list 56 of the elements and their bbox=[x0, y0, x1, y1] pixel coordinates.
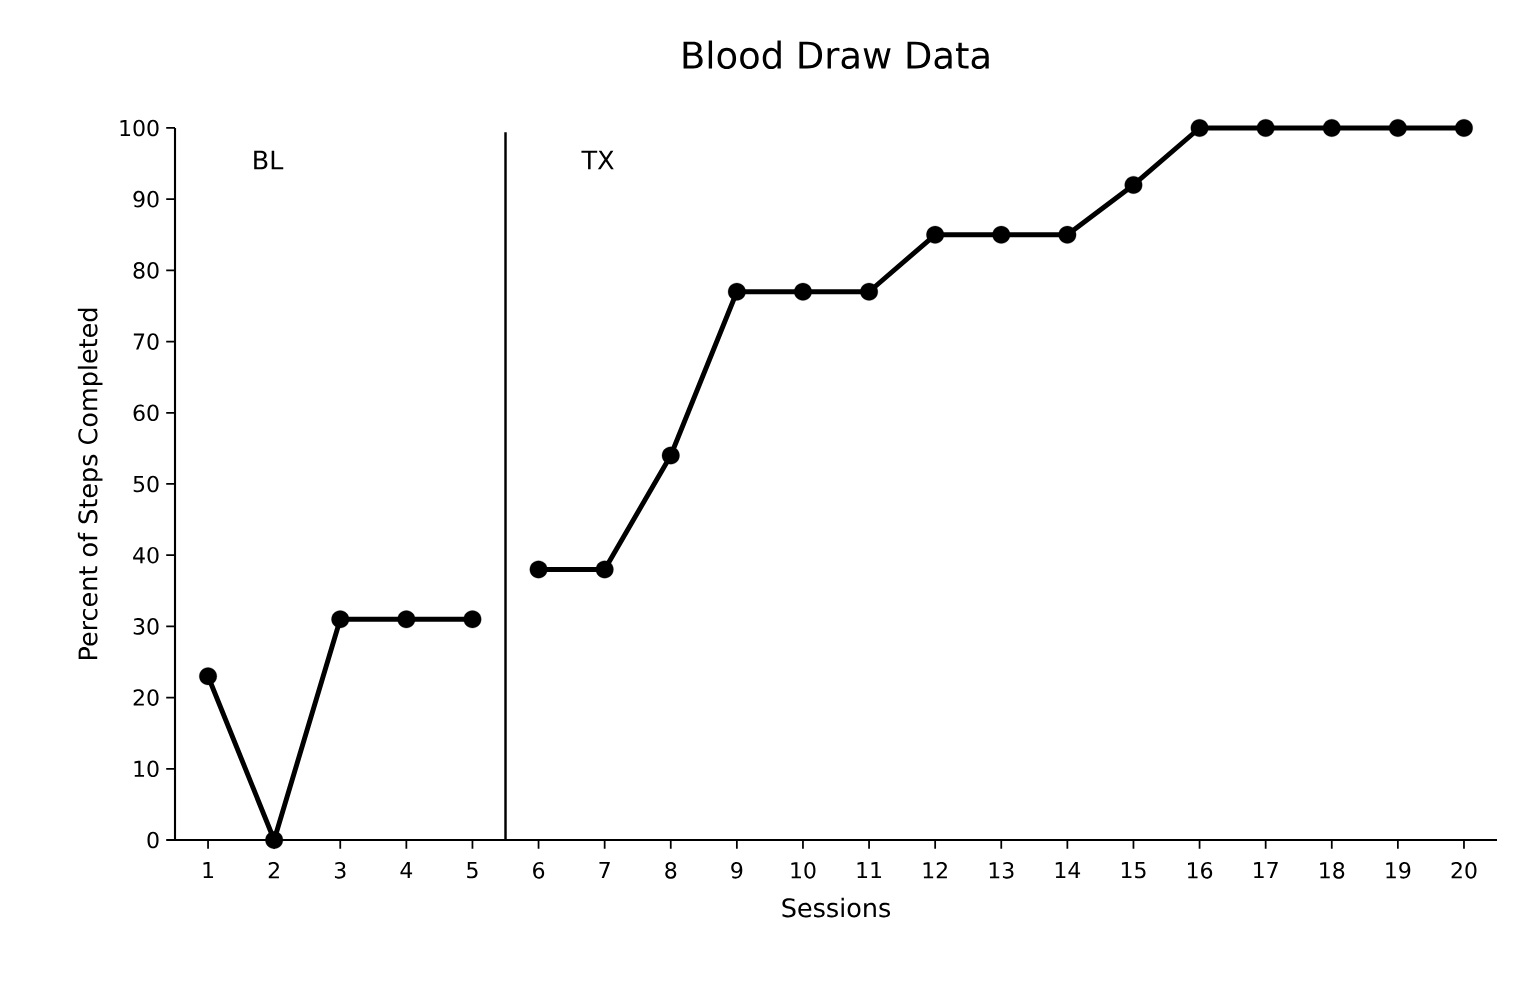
point bbox=[1124, 176, 1143, 194]
x-tick-label: 19 bbox=[1386, 862, 1411, 879]
x-tick-label: 8 bbox=[665, 862, 677, 879]
point bbox=[926, 225, 945, 244]
y-tick-label: 30 bbox=[133, 618, 159, 635]
point bbox=[727, 282, 746, 301]
y-axis-title: Percent of Steps Completed bbox=[77, 308, 103, 659]
point bbox=[397, 610, 416, 629]
y-tick-label: 80 bbox=[133, 262, 159, 279]
y-tick-label: 70 bbox=[133, 333, 159, 350]
annotation: BL bbox=[254, 150, 284, 170]
point bbox=[1322, 119, 1341, 137]
x-tick-label: 5 bbox=[467, 862, 478, 879]
point bbox=[1455, 119, 1473, 137]
point bbox=[1058, 225, 1077, 244]
x-tick-label: 11 bbox=[857, 862, 882, 879]
chart-title: Blood Draw Data bbox=[683, 40, 989, 70]
point bbox=[199, 667, 217, 686]
point bbox=[331, 610, 350, 629]
x-tick-label: 12 bbox=[923, 862, 947, 879]
x-tick-label: 13 bbox=[989, 862, 1014, 879]
point bbox=[860, 282, 878, 301]
x-tick-label: 16 bbox=[1188, 862, 1213, 879]
point bbox=[1190, 119, 1209, 137]
point bbox=[1256, 119, 1275, 137]
x-axis-title: Sessions bbox=[782, 897, 891, 918]
point bbox=[992, 225, 1011, 244]
y-tick-label: 0 bbox=[147, 831, 159, 849]
point bbox=[794, 282, 812, 301]
x-tick-label: 9 bbox=[731, 862, 743, 879]
x-tick-label: 18 bbox=[1320, 862, 1345, 879]
point bbox=[529, 560, 548, 579]
y-tick-label: 60 bbox=[133, 404, 159, 422]
annotation: TX bbox=[581, 150, 614, 170]
x-tick-label: 4 bbox=[400, 862, 413, 879]
y-tick-label: 100 bbox=[120, 119, 159, 137]
x-tick-label: 3 bbox=[334, 862, 346, 879]
point bbox=[661, 446, 680, 465]
point bbox=[265, 831, 284, 849]
x-tick-label: 20 bbox=[1451, 862, 1477, 879]
x-tick-label: 6 bbox=[533, 862, 545, 879]
x-tick-label: 1 bbox=[203, 862, 214, 879]
x-tick-label: 7 bbox=[599, 862, 610, 879]
y-tick-label: 50 bbox=[133, 475, 159, 493]
point bbox=[1388, 119, 1407, 137]
x-tick-label: 17 bbox=[1254, 862, 1278, 879]
x-tick-label: 10 bbox=[791, 862, 816, 879]
x-tick-label: 14 bbox=[1055, 862, 1081, 879]
point bbox=[463, 610, 482, 629]
point bbox=[595, 560, 614, 579]
y-tick-label: 10 bbox=[134, 760, 159, 778]
y-tick-label: 20 bbox=[133, 689, 159, 706]
y-tick-label: 40 bbox=[133, 546, 159, 564]
y-tick-label: 90 bbox=[133, 190, 159, 208]
x-tick-label: 2 bbox=[268, 862, 279, 879]
x-tick-label: 15 bbox=[1121, 862, 1146, 879]
